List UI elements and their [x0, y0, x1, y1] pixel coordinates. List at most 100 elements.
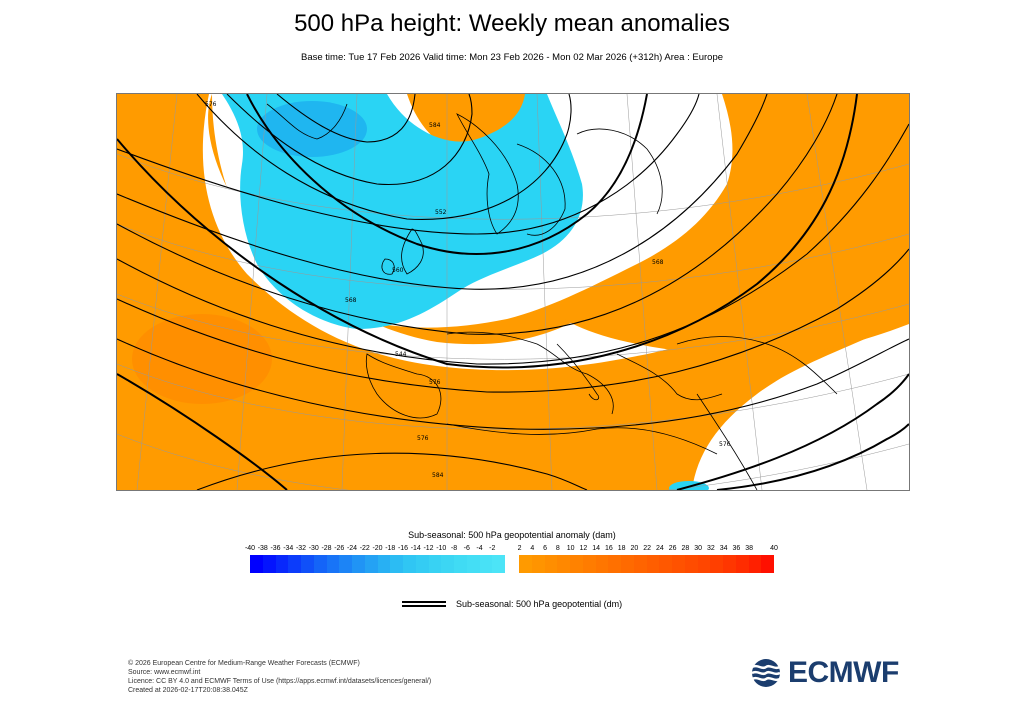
- colorbar-segment: [633, 555, 647, 573]
- colorbar-segment: [415, 555, 429, 573]
- colorbar-tick-label: -30: [308, 545, 319, 552]
- colorbar-segment: [684, 555, 698, 573]
- geopotential-contours: [117, 94, 909, 490]
- colorbar-tick-label: 12: [579, 545, 588, 552]
- colorbar-title: Sub-seasonal: 500 hPa geopotential anoma…: [408, 530, 616, 540]
- colorbar-tick-label: 32: [706, 545, 715, 552]
- colorbar-segment: [621, 555, 634, 573]
- colorbar-tick-label: -40: [244, 545, 256, 552]
- colorbar-tick-label: -16: [397, 545, 409, 552]
- colorbar-tick-label: 30: [694, 545, 703, 552]
- colorbar-segment: [250, 555, 263, 573]
- colorbar-tick-label: 14: [592, 545, 601, 552]
- colorbar-segment: [262, 555, 276, 573]
- colorbar-segment: [672, 555, 685, 573]
- colorbar-tick-label: 4: [530, 545, 535, 552]
- contour-label: 576: [205, 101, 217, 108]
- colorbar-segment: [466, 555, 480, 573]
- colorbar-tick-label: 28: [681, 545, 690, 552]
- colorbar-segment: [723, 555, 736, 573]
- page-subtitle: Base time: Tue 17 Feb 2026 Valid time: M…: [300, 52, 724, 63]
- colorbar-segment: [479, 555, 493, 573]
- ecmwf-logo-text: ECMWF: [788, 656, 899, 689]
- footer-copyright: © 2026 European Centre for Medium-Range …: [128, 660, 360, 667]
- colorbar-tick-label: -32: [295, 545, 307, 552]
- colorbar-tick-label: -10: [436, 545, 447, 552]
- colorbar-segment: [288, 555, 301, 573]
- footer-licence: Licence: CC BY 4.0 and ECMWF Terms of Us…: [128, 678, 432, 685]
- graticule: [117, 94, 909, 490]
- colorbar-tick-label: -38: [257, 545, 268, 552]
- colorbar-tick-label: -34: [283, 545, 294, 552]
- colorbar-tick-label: -12: [423, 545, 434, 552]
- colorbar-tick-label: 2: [517, 545, 522, 552]
- page-title: 500 hPa height: Weekly mean anomalies: [294, 10, 730, 37]
- positive-anomaly-northeast: [547, 94, 909, 356]
- colorbar-tick-label: -8: [450, 545, 458, 552]
- colorbar-segment: [570, 555, 583, 573]
- colorbar-segment: [390, 555, 403, 573]
- ecmwf-logo: ECMWF: [748, 656, 899, 690]
- colorbar-segment: [441, 555, 454, 573]
- colorbar-tick-label: -18: [385, 545, 396, 552]
- colorbar-tick-label: 16: [604, 545, 613, 552]
- colorbar-segment: [364, 555, 378, 573]
- contour-label: 584: [429, 122, 441, 129]
- contour-label: 576: [417, 435, 429, 442]
- footer-source: Source: www.ecmwf.int: [128, 669, 201, 676]
- contour-legend-line: [402, 601, 446, 607]
- coastlines: [266, 103, 838, 490]
- contour-label: 560: [392, 267, 404, 274]
- colorbar-segment: [377, 555, 391, 573]
- colorbar-tick-label: 38: [745, 545, 754, 552]
- colorbar-segment: [582, 555, 596, 573]
- colorbar-tick-label: 24: [655, 545, 664, 552]
- colorbar-tick-label: -14: [410, 545, 421, 552]
- colorbar-segment: [492, 555, 505, 573]
- colorbar-tick-label: 26: [668, 545, 677, 552]
- colorbar-segment: [748, 555, 762, 573]
- colorbar-tick-label: -2: [489, 545, 496, 552]
- colorbar-segment: [519, 555, 532, 573]
- colorbar-tick-label: 8: [555, 545, 560, 552]
- colorbar-segment: [275, 555, 289, 573]
- colorbar-tick-label: 22: [643, 545, 652, 552]
- colorbar-segment: [428, 555, 442, 573]
- colorbar-segment: [313, 555, 327, 573]
- colorbar-segment: [595, 555, 609, 573]
- anomaly-map: 576 584 552 560 568 544 576 576 568 576 …: [116, 93, 910, 491]
- colorbar-segment: [697, 555, 711, 573]
- contour-labels: 576 584 552 560 568 544 576 576 568 576 …: [205, 101, 731, 479]
- colorbar-tick-label: 18: [617, 545, 626, 552]
- colorbar-tick-label: 40: [770, 545, 778, 552]
- colorbar-segment: [735, 555, 749, 573]
- contour-label: 568: [652, 259, 664, 266]
- contour-legend-label: Sub-seasonal: 500 hPa geopotential (dm): [456, 599, 623, 609]
- colorbar-tick-label: -22: [359, 545, 370, 552]
- colorbar-tick-label: 10: [566, 545, 575, 552]
- colorbar-segment: [761, 555, 774, 573]
- footer-created: Created at 2026-02-17T20:08:38.045Z: [128, 687, 248, 694]
- colorbar-segment: [339, 555, 352, 573]
- colorbar-tick-label: 34: [719, 545, 728, 552]
- ecmwf-logo-icon: [751, 659, 781, 687]
- contour-label: 552: [435, 209, 447, 216]
- colorbar-tick-label: -28: [321, 545, 332, 552]
- contour-label: 568: [345, 297, 357, 304]
- colorbar-segment: [710, 555, 723, 573]
- colorbar-segment: [557, 555, 570, 573]
- colorbar-tick-label: -24: [346, 545, 358, 552]
- colorbar-positive: [519, 555, 774, 573]
- colorbar-segment: [646, 555, 660, 573]
- colorbar-segment: [352, 555, 365, 573]
- map-svg: 576 584 552 560 568 544 576 576 568 576 …: [117, 94, 909, 490]
- colorbar-segment: [608, 555, 621, 573]
- positive-anomaly-core: [132, 314, 272, 404]
- colorbar-segment: [544, 555, 558, 573]
- colorbar-tick-label: -20: [372, 545, 383, 552]
- colorbar-tick-label: 20: [630, 545, 639, 552]
- contour-label: 576: [429, 379, 441, 386]
- colorbar-negative: [250, 555, 505, 573]
- colorbar-tick-label: 36: [732, 545, 741, 552]
- colorbar-segment: [531, 555, 545, 573]
